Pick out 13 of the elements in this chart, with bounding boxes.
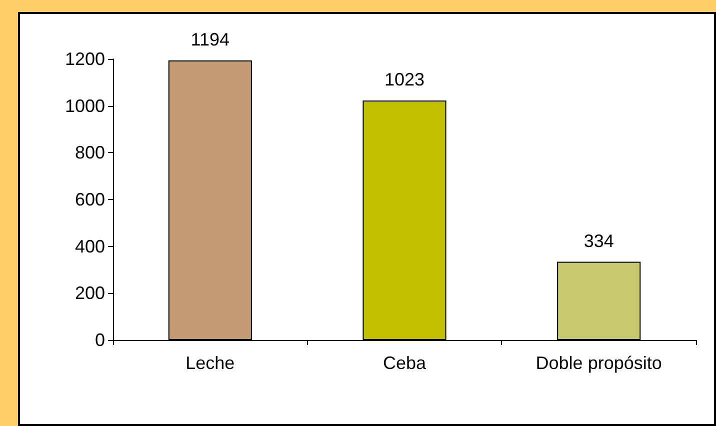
y-tick-label: 0 — [94, 330, 105, 350]
y-tick-label: 1000 — [64, 96, 105, 116]
y-tick-label: 200 — [74, 283, 105, 304]
y-tick-label: 800 — [74, 142, 105, 163]
y-tick-label: 400 — [74, 236, 105, 256]
y-tick-label: 600 — [74, 190, 105, 210]
data-label: 1194 — [190, 29, 230, 50]
x-tick-label: Ceba — [382, 353, 428, 373]
x-tick-label: Doble propósito — [536, 353, 662, 373]
y-tick-label: 1200 — [64, 49, 105, 69]
data-label: 1023 — [384, 69, 425, 90]
x-tick-label: Leche — [186, 353, 235, 373]
data-label: 334 — [584, 230, 614, 251]
